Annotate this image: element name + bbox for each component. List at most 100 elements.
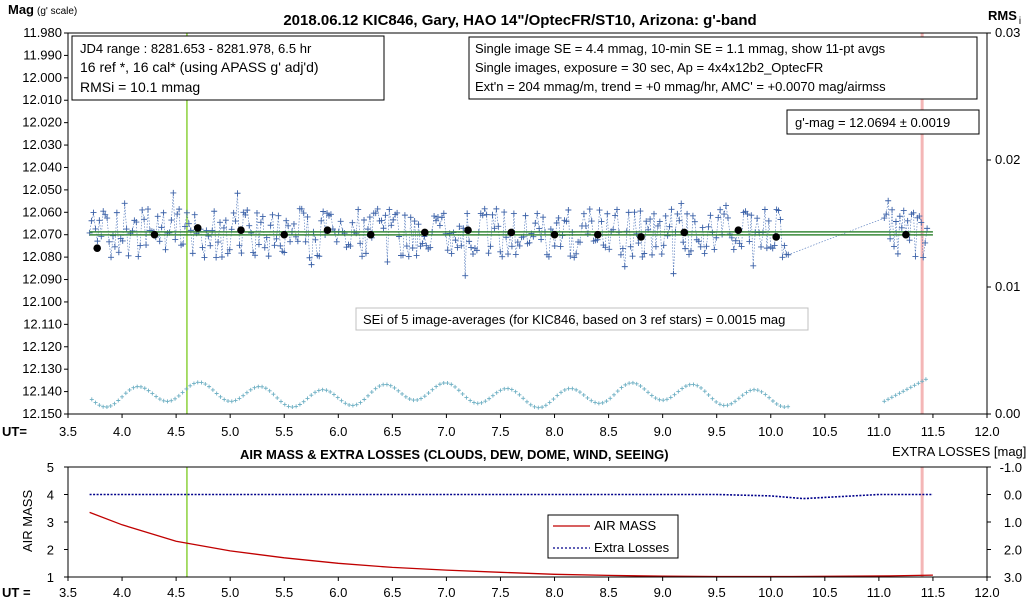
raw-data-point [434, 213, 441, 220]
bottom-x-tick-label: 10.0 [758, 585, 783, 600]
rms-point [377, 384, 382, 389]
x-tick-label: 4.5 [167, 424, 185, 439]
raw-data-point [438, 214, 445, 221]
raw-data-point [154, 213, 161, 220]
raw-data-point [781, 242, 788, 249]
raw-data-point [158, 224, 165, 231]
raw-data-point [143, 242, 150, 249]
y-axis-label-bottom: AIR MASS [20, 490, 35, 552]
bottom-x-tick-label: 7.0 [437, 585, 455, 600]
rms-point [347, 402, 352, 407]
raw-data-point [444, 247, 451, 254]
raw-data-point [327, 211, 334, 218]
raw-data-point [689, 212, 696, 219]
rms-point [237, 396, 242, 401]
bottom-x-tick-label: 8.0 [545, 585, 563, 600]
rms-point [759, 389, 764, 394]
rms-point [267, 388, 272, 393]
rms-point [494, 390, 499, 395]
rms-point [615, 389, 620, 394]
raw-data-point [121, 200, 128, 207]
top-y-ticks: 11.980 11.990 12.000 12.010 12.020 12.030 12.0… [22, 25, 68, 421]
rms-point [422, 394, 427, 399]
rms-point [301, 399, 306, 404]
raw-data-point [497, 248, 504, 255]
rms-point [328, 389, 333, 394]
y-axis-label: Mag (g' scale) [8, 2, 77, 17]
raw-data-point [209, 227, 216, 234]
raw-data-point [452, 237, 459, 244]
rms-point [517, 392, 522, 397]
raw-data-point [220, 224, 227, 231]
rms-point [350, 403, 355, 408]
raw-data-point [668, 206, 675, 213]
rms-point [445, 381, 450, 386]
raw-data-point [304, 213, 311, 220]
raw-data-point [355, 206, 362, 213]
y2-axis-label: RMS i [988, 8, 1021, 27]
raw-data-point [290, 220, 297, 227]
raw-data-point [920, 254, 927, 261]
rms-point [89, 397, 94, 402]
rms-point [256, 384, 261, 389]
y-tick-label: 12.140 [22, 384, 62, 399]
rms-point [415, 397, 420, 402]
rms-point [313, 390, 318, 395]
rms-point [889, 395, 894, 400]
raw-data-point [207, 242, 214, 249]
x-tick-label: 5.5 [275, 424, 293, 439]
raw-data-point [761, 206, 768, 213]
raw-data-point [534, 210, 541, 217]
avg-point [593, 230, 602, 239]
rms-point [131, 385, 136, 390]
rms-point [252, 385, 257, 390]
rms-point [506, 386, 511, 391]
avg-point [550, 230, 559, 239]
raw-data-point [635, 240, 642, 247]
raw-data-point [271, 242, 278, 249]
rms-point [218, 394, 223, 399]
bottom-y2-tick-label: 1.0 [1004, 515, 1022, 530]
raw-data-point [86, 229, 93, 236]
rms-point [668, 395, 673, 400]
raw-data-point [407, 214, 414, 221]
raw-data-point [456, 223, 463, 230]
raw-data-point [775, 207, 782, 214]
raw-data-point [728, 234, 735, 241]
raw-data-point [386, 206, 393, 213]
raw-data-point [261, 244, 268, 251]
raw-data-point [115, 249, 122, 256]
raw-data-point [744, 211, 751, 218]
y-tick-label: 12.020 [22, 115, 62, 130]
raw-data-point [294, 238, 301, 245]
raw-data-point [489, 211, 496, 218]
raw-data-point [922, 239, 929, 246]
raw-data-point [641, 250, 648, 257]
rms-point [702, 389, 707, 394]
chart-title: 2018.06.12 KIC846, Gary, HAO 14"/OptecFR… [283, 12, 756, 29]
rms-point [532, 404, 537, 409]
raw-data-point [255, 241, 262, 248]
bottom-x-tick-label: 11.0 [867, 585, 891, 600]
rms-point [434, 384, 439, 389]
bottom-x-tick-label: 9.0 [654, 585, 672, 600]
rms-point [403, 394, 408, 399]
rms-point [717, 402, 722, 407]
raw-data-point [485, 250, 492, 257]
raw-data-point [308, 261, 315, 268]
raw-data-point [670, 270, 677, 277]
rms-point [786, 404, 791, 409]
raw-data-point [433, 217, 440, 224]
raw-data-point [440, 210, 447, 217]
raw-data-point [230, 209, 237, 216]
bottom-x-tick-label: 11.5 [921, 585, 945, 600]
raw-data-point [508, 243, 515, 250]
rms-point [664, 397, 669, 402]
raw-data-point [172, 236, 179, 243]
raw-data-point [102, 211, 109, 218]
rms-point [593, 400, 598, 405]
raw-data-point [621, 263, 628, 270]
y2-tick-label: 0.00 [995, 406, 1020, 421]
raw-data-point [639, 253, 646, 260]
rms-point [184, 386, 189, 391]
